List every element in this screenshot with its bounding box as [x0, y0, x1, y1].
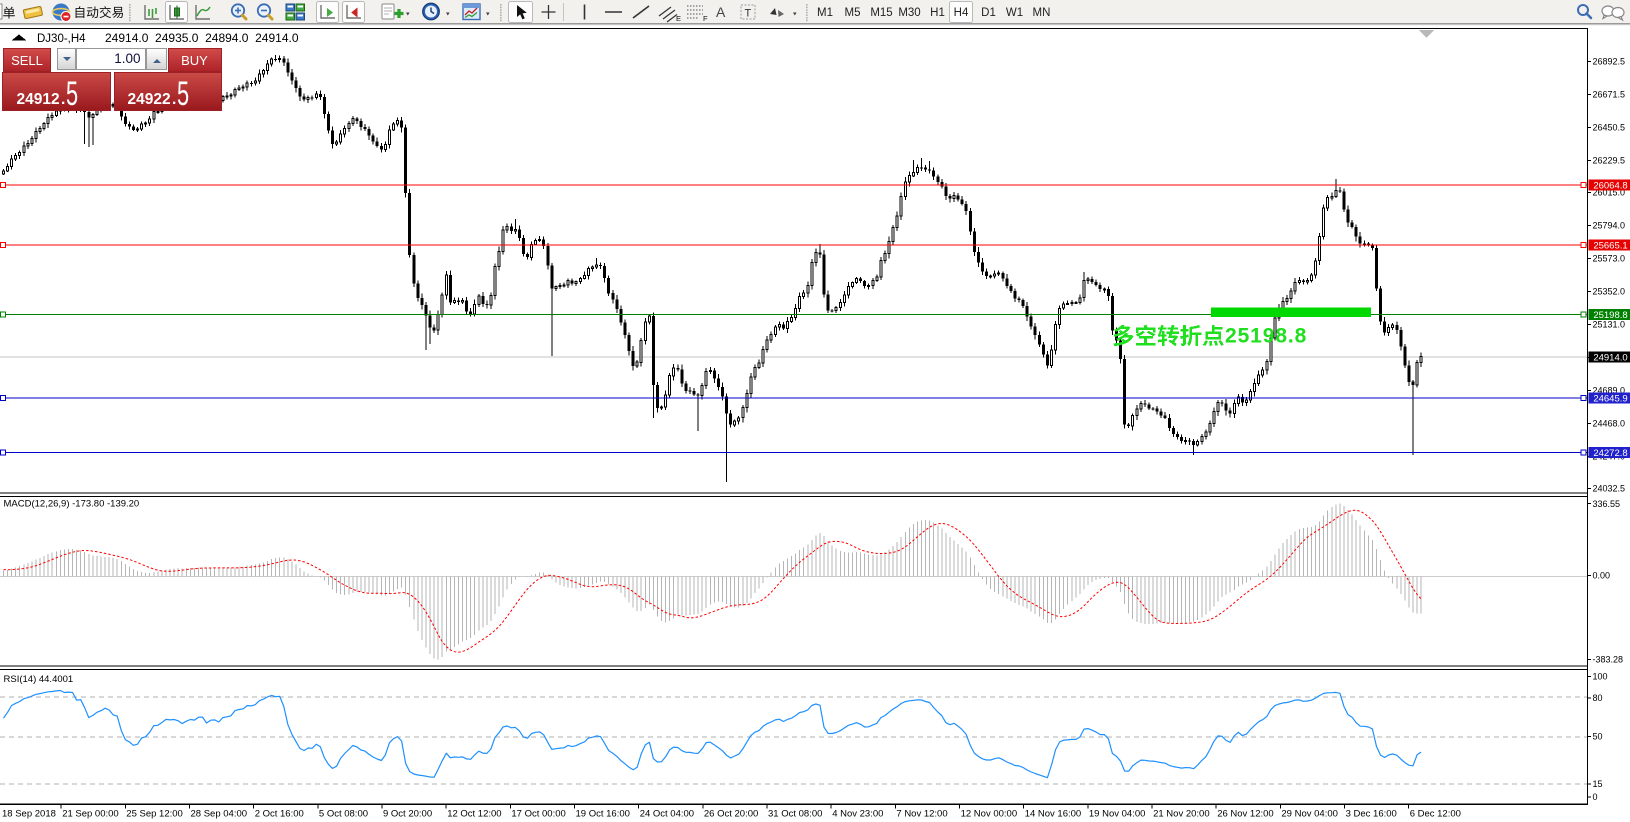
svg-text:50: 50 — [1593, 732, 1603, 742]
svg-text:26892.5: 26892.5 — [1593, 57, 1626, 67]
svg-text:0.00: 0.00 — [1593, 571, 1611, 581]
svg-text:2 Oct 16:00: 2 Oct 16:00 — [255, 809, 304, 820]
svg-text:RSI(14) 44.4001: RSI(14) 44.4001 — [4, 674, 74, 685]
svg-text:24914.0 24935.0 24894.0 249: 24914.0 24935.0 24894.0 24914.0 — [105, 31, 299, 45]
svg-text:25573.0: 25573.0 — [1593, 254, 1626, 264]
svg-text:12 Oct 12:00: 12 Oct 12:00 — [447, 809, 501, 820]
svg-text:M15: M15 — [870, 7, 892, 19]
svg-text:15: 15 — [1593, 779, 1603, 789]
svg-text:M5: M5 — [845, 7, 861, 19]
svg-text:19 Nov 04:00: 19 Nov 04:00 — [1089, 809, 1146, 820]
svg-text:26 Nov 12:00: 26 Nov 12:00 — [1217, 809, 1274, 820]
svg-text:24914.0: 24914.0 — [1593, 352, 1627, 363]
svg-text:26671.5: 26671.5 — [1593, 90, 1626, 100]
svg-text:25794.0: 25794.0 — [1593, 221, 1626, 231]
svg-text:24645.9: 24645.9 — [1593, 393, 1627, 404]
svg-text:24468.0: 24468.0 — [1593, 419, 1626, 429]
svg-text:E: E — [676, 14, 681, 23]
svg-text:26229.5: 26229.5 — [1593, 156, 1626, 166]
svg-text:-383.28: -383.28 — [1593, 655, 1624, 665]
svg-text:80: 80 — [1593, 693, 1603, 703]
svg-text:31 Oct 08:00: 31 Oct 08:00 — [768, 809, 822, 820]
svg-text:H1: H1 — [930, 7, 945, 19]
svg-text:26015.0: 26015.0 — [1593, 188, 1626, 198]
svg-text:25665.1: 25665.1 — [1593, 240, 1627, 251]
svg-text:28 Sep 04:00: 28 Sep 04:00 — [191, 809, 248, 820]
svg-text:MACD(12,26,9) -173.80 -139.20: MACD(12,26,9) -173.80 -139.20 — [4, 499, 140, 510]
svg-text:25131.0: 25131.0 — [1593, 320, 1626, 330]
svg-text:19 Oct 16:00: 19 Oct 16:00 — [576, 809, 630, 820]
svg-text:7 Nov 12:00: 7 Nov 12:00 — [896, 809, 947, 820]
svg-text:17 Oct 00:00: 17 Oct 00:00 — [511, 809, 565, 820]
svg-text:24272.8: 24272.8 — [1593, 448, 1627, 459]
svg-text:F: F — [703, 14, 708, 23]
svg-text:MN: MN — [1033, 7, 1051, 19]
svg-text:18 Sep 2018: 18 Sep 2018 — [2, 809, 56, 820]
svg-text:24689.0: 24689.0 — [1593, 386, 1626, 396]
svg-text:14 Nov 16:00: 14 Nov 16:00 — [1025, 809, 1082, 820]
svg-text:24 Oct 04:00: 24 Oct 04:00 — [640, 809, 694, 820]
svg-text:26 Oct 20:00: 26 Oct 20:00 — [704, 809, 758, 820]
svg-text:A: A — [716, 4, 726, 20]
svg-text:M1: M1 — [817, 7, 833, 19]
svg-text:D1: D1 — [981, 7, 996, 19]
svg-text:W1: W1 — [1006, 7, 1023, 19]
svg-text:25352.0: 25352.0 — [1593, 287, 1626, 297]
svg-text:25 Sep 12:00: 25 Sep 12:00 — [126, 809, 183, 820]
svg-text:24032.5: 24032.5 — [1593, 484, 1626, 494]
svg-text:9 Oct 20:00: 9 Oct 20:00 — [383, 809, 432, 820]
svg-text:3 Dec 16:00: 3 Dec 16:00 — [1346, 809, 1397, 820]
svg-text:336.55: 336.55 — [1593, 499, 1621, 509]
svg-text:T: T — [745, 8, 752, 20]
svg-text:DJ30-,H4: DJ30-,H4 — [37, 33, 86, 45]
svg-text:6 Dec 12:00: 6 Dec 12:00 — [1410, 809, 1461, 820]
svg-text:4 Nov 23:00: 4 Nov 23:00 — [832, 809, 883, 820]
svg-text:29 Nov 04:00: 29 Nov 04:00 — [1281, 809, 1338, 820]
svg-text:12 Nov 00:00: 12 Nov 00:00 — [961, 809, 1018, 820]
svg-text:5 Oct 08:00: 5 Oct 08:00 — [319, 809, 368, 820]
svg-text:25198.8: 25198.8 — [1225, 324, 1307, 347]
svg-text:100: 100 — [1593, 672, 1608, 682]
svg-text:0: 0 — [1593, 792, 1598, 802]
svg-text:21 Sep 00:00: 21 Sep 00:00 — [62, 809, 119, 820]
svg-text:25198.8: 25198.8 — [1593, 310, 1627, 321]
svg-text:21 Nov 20:00: 21 Nov 20:00 — [1153, 809, 1210, 820]
svg-text:M30: M30 — [898, 7, 920, 19]
svg-text:26450.5: 26450.5 — [1593, 123, 1626, 133]
svg-text:H4: H4 — [954, 7, 969, 19]
svg-text:26064.8: 26064.8 — [1593, 180, 1627, 191]
